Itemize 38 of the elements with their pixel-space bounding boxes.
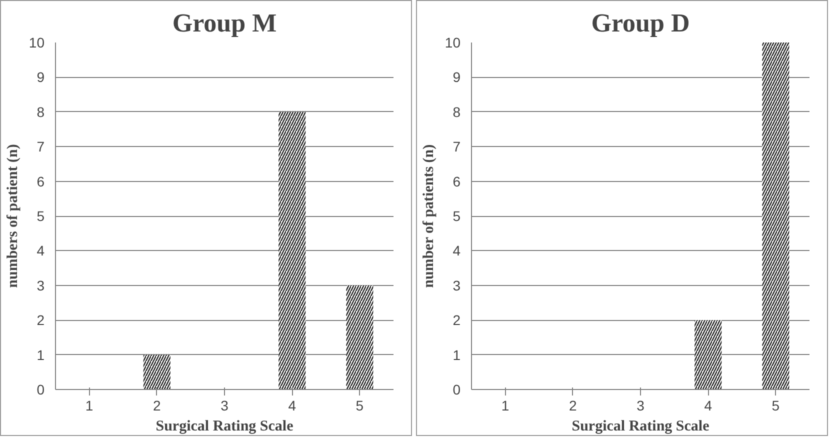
x-tick-label: 5 (772, 398, 780, 414)
y-tick-label: 10 (28, 34, 45, 50)
y-tick-label: 0 (36, 382, 45, 398)
chart-title: Group D (591, 8, 690, 38)
x-tick-label: 3 (636, 398, 645, 414)
x-tick-label: 1 (85, 398, 94, 414)
x-axis-title: Surgical Rating Scale (572, 418, 710, 434)
y-axis-title: number of patients (n) (420, 144, 437, 288)
x-tick-label: 4 (704, 398, 712, 414)
y-tick-label: 2 (36, 312, 45, 328)
x-tick-label: 2 (569, 398, 578, 414)
y-tick-label: 7 (452, 138, 461, 155)
y-tick-label: 4 (36, 242, 45, 259)
y-tick-label: 1 (36, 346, 45, 363)
y-tick-label: 5 (452, 208, 461, 224)
y-tick-label: 3 (452, 277, 461, 294)
y-tick-label: 6 (36, 173, 45, 190)
x-tick-label: 1 (501, 398, 510, 414)
x-tick-label: 2 (153, 398, 162, 414)
y-tick-label: 1 (452, 346, 461, 363)
y-tick-label: 8 (36, 104, 45, 120)
y-tick-label: 9 (36, 69, 45, 86)
x-tick-label: 4 (288, 398, 296, 414)
y-tick-label: 8 (452, 104, 461, 120)
y-tick-label: 10 (444, 34, 461, 50)
y-tick-label: 6 (452, 173, 461, 190)
chart-title: Group M (172, 8, 277, 38)
x-tick-label: 5 (356, 398, 364, 414)
x-tick-label: 3 (220, 398, 229, 414)
y-tick-label: 4 (452, 242, 461, 259)
y-tick-label: 2 (452, 312, 461, 328)
x-axis-title: Surgical Rating Scale (156, 418, 294, 434)
y-tick-label: 7 (36, 138, 45, 155)
y-axis-title: numbers of patient (n) (4, 144, 21, 288)
y-tick-label: 9 (452, 69, 461, 86)
y-tick-label: 3 (36, 277, 45, 294)
y-tick-label: 5 (36, 208, 45, 224)
y-tick-label: 0 (452, 382, 461, 398)
